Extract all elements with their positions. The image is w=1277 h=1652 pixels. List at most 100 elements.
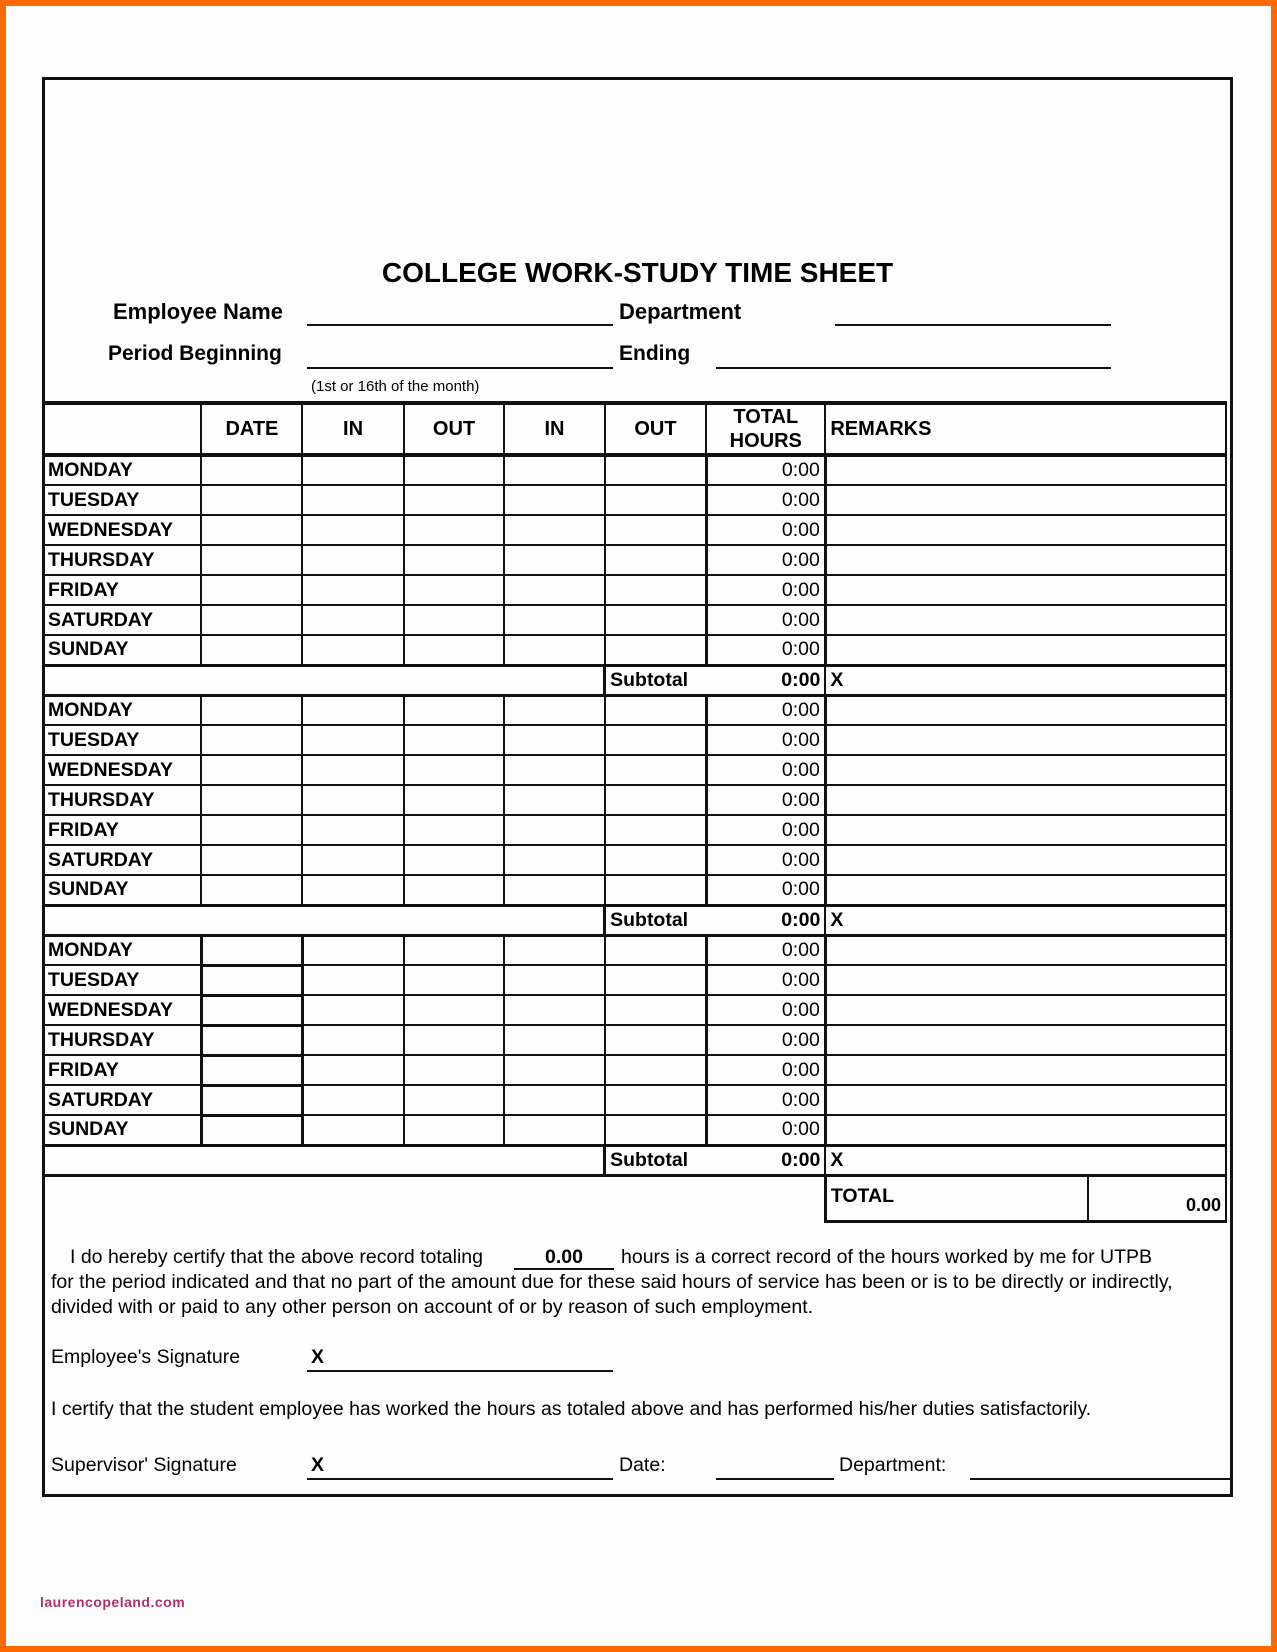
in-2-cell[interactable] [503, 814, 606, 846]
out-1-cell[interactable] [402, 1024, 506, 1056]
date-cell[interactable] [200, 693, 304, 726]
in-2-cell[interactable] [503, 1054, 606, 1086]
out-1-cell[interactable] [402, 1114, 506, 1146]
out-2-cell[interactable] [603, 1114, 708, 1146]
in-2-cell[interactable] [503, 1084, 606, 1116]
out-2-cell[interactable] [603, 964, 708, 996]
date-cell[interactable] [200, 874, 304, 906]
in-2-cell[interactable] [503, 724, 606, 756]
out-2-cell[interactable] [603, 874, 708, 906]
remarks-cell[interactable] [823, 1084, 1227, 1116]
in-1-cell[interactable] [301, 693, 405, 726]
out-2-cell[interactable] [603, 994, 708, 1026]
remarks-cell[interactable] [823, 693, 1227, 726]
out-1-cell[interactable] [402, 693, 506, 726]
out-1-cell[interactable] [402, 933, 506, 966]
in-2-cell[interactable] [503, 453, 606, 486]
remarks-cell[interactable] [823, 814, 1227, 846]
remarks-cell[interactable] [823, 1114, 1227, 1146]
out-2-cell[interactable] [603, 814, 708, 846]
date-cell[interactable] [199, 1023, 304, 1057]
date-cell[interactable] [200, 514, 304, 546]
in-1-cell[interactable] [301, 544, 405, 576]
in-1-cell[interactable] [301, 964, 405, 996]
in-2-cell[interactable] [503, 784, 606, 816]
out-1-cell[interactable] [402, 844, 506, 876]
in-2-cell[interactable] [503, 544, 606, 576]
remarks-cell[interactable] [823, 484, 1227, 516]
date-cell[interactable] [199, 993, 304, 1027]
date-cell[interactable] [199, 933, 304, 967]
out-2-cell[interactable] [603, 724, 708, 756]
out-1-cell[interactable] [402, 1084, 506, 1116]
date-cell[interactable] [200, 634, 304, 666]
in-1-cell[interactable] [301, 1114, 405, 1146]
date-cell[interactable] [200, 544, 304, 576]
out-1-cell[interactable] [402, 514, 506, 546]
out-1-cell[interactable] [402, 453, 506, 486]
out-2-cell[interactable] [603, 844, 708, 876]
out-1-cell[interactable] [402, 604, 506, 636]
remarks-cell[interactable] [823, 574, 1227, 606]
in-1-cell[interactable] [301, 784, 405, 816]
out-2-cell[interactable] [603, 604, 708, 636]
out-2-cell[interactable] [603, 933, 708, 966]
remarks-cell[interactable] [823, 1054, 1227, 1086]
remarks-cell[interactable] [823, 724, 1227, 756]
in-1-cell[interactable] [301, 754, 405, 786]
out-1-cell[interactable] [402, 544, 506, 576]
out-2-cell[interactable] [603, 634, 708, 666]
out-2-cell[interactable] [603, 453, 708, 486]
in-1-cell[interactable] [301, 484, 405, 516]
out-2-cell[interactable] [603, 1024, 708, 1056]
in-1-cell[interactable] [301, 1054, 405, 1086]
remarks-cell[interactable] [823, 544, 1227, 576]
date-cell[interactable] [200, 724, 304, 756]
date-cell[interactable] [200, 814, 304, 846]
out-1-cell[interactable] [402, 484, 506, 516]
out-2-cell[interactable] [603, 484, 708, 516]
in-2-cell[interactable] [503, 754, 606, 786]
in-2-cell[interactable] [503, 1024, 606, 1056]
remarks-cell[interactable] [823, 874, 1227, 906]
in-1-cell[interactable] [301, 994, 405, 1026]
in-1-cell[interactable] [301, 634, 405, 666]
out-2-cell[interactable] [603, 544, 708, 576]
remarks-cell[interactable] [823, 1024, 1227, 1056]
in-2-cell[interactable] [503, 964, 606, 996]
date-cell[interactable] [200, 784, 304, 816]
date-cell[interactable] [200, 754, 304, 786]
in-1-cell[interactable] [301, 574, 405, 606]
in-2-cell[interactable] [503, 994, 606, 1026]
in-1-cell[interactable] [301, 453, 405, 486]
in-2-cell[interactable] [503, 844, 606, 876]
in-1-cell[interactable] [301, 874, 405, 906]
remarks-cell[interactable] [823, 964, 1227, 996]
remarks-cell[interactable] [823, 514, 1227, 546]
date-cell[interactable] [200, 453, 304, 486]
in-1-cell[interactable] [301, 724, 405, 756]
period-beginning-field[interactable] [307, 367, 613, 369]
in-1-cell[interactable] [301, 604, 405, 636]
out-1-cell[interactable] [402, 994, 506, 1026]
remarks-cell[interactable] [823, 784, 1227, 816]
out-2-cell[interactable] [603, 574, 708, 606]
out-1-cell[interactable] [402, 814, 506, 846]
remarks-cell[interactable] [823, 634, 1227, 666]
employee-name-field[interactable] [307, 324, 613, 326]
in-2-cell[interactable] [503, 933, 606, 966]
remarks-cell[interactable] [823, 754, 1227, 786]
supervisor-signature-field[interactable] [307, 1478, 613, 1480]
out-2-cell[interactable] [603, 1084, 708, 1116]
in-2-cell[interactable] [503, 634, 606, 666]
out-1-cell[interactable] [402, 724, 506, 756]
date-cell[interactable] [199, 1053, 304, 1087]
supervisor-department-field[interactable] [970, 1478, 1232, 1480]
in-1-cell[interactable] [301, 1084, 405, 1116]
remarks-cell[interactable] [823, 994, 1227, 1026]
in-2-cell[interactable] [503, 514, 606, 546]
remarks-cell[interactable] [823, 844, 1227, 876]
out-1-cell[interactable] [402, 964, 506, 996]
in-2-cell[interactable] [503, 1114, 606, 1146]
date-cell[interactable] [199, 963, 304, 997]
